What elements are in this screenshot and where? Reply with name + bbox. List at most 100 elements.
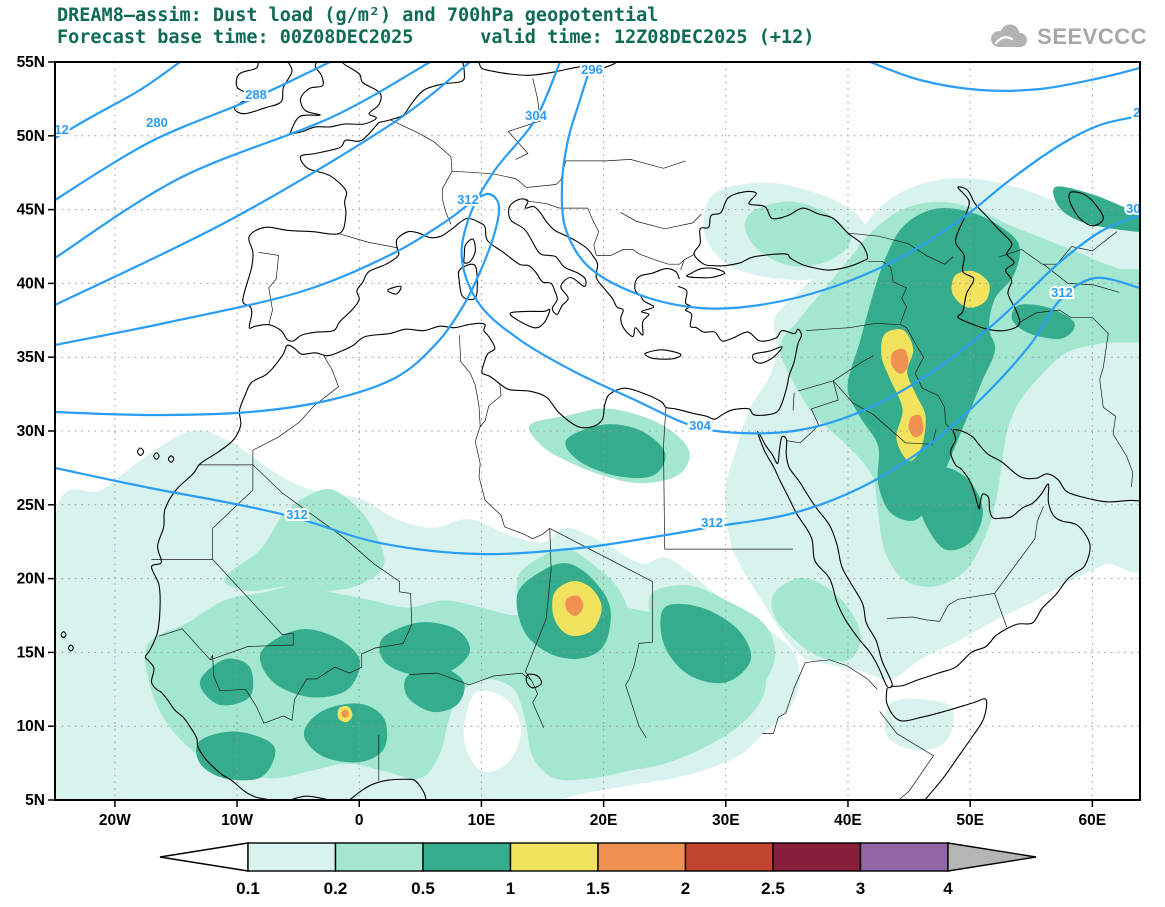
country-border bbox=[887, 593, 1008, 628]
dust-clear-area bbox=[463, 690, 522, 773]
dust-level-1-5 bbox=[341, 348, 924, 718]
geopotential-contour-label: 296 bbox=[1133, 105, 1155, 120]
country-border bbox=[797, 355, 874, 392]
colorbar-cell bbox=[684, 842, 774, 872]
country-border bbox=[158, 628, 211, 661]
dust-level-0-1-region bbox=[884, 698, 954, 751]
geopotential-contour-label: 312 bbox=[457, 192, 479, 207]
country-border bbox=[625, 581, 653, 686]
dust-level-0-5-region bbox=[260, 629, 361, 698]
coastline-closed bbox=[153, 452, 160, 460]
coastline-closed bbox=[693, 190, 869, 271]
coastline-closed bbox=[457, 263, 478, 301]
coastline bbox=[234, 62, 293, 115]
colorbar-cell bbox=[422, 842, 512, 872]
lon-axis-label: 60E bbox=[1079, 812, 1107, 829]
geopotential-contour-label: 304 bbox=[525, 108, 547, 123]
geopotential-contour-label: 312 bbox=[286, 507, 308, 522]
dust-level-1-5-region bbox=[890, 348, 909, 374]
lat-axis-label: 40N bbox=[17, 275, 45, 292]
geography bbox=[60, 62, 1140, 800]
lat-axis-label: 50N bbox=[17, 128, 45, 145]
country-border bbox=[680, 259, 685, 271]
dust-level-0-5-region bbox=[565, 424, 666, 479]
chart-title-line2: Forecast base time: 00Z08DEC2025 valid t… bbox=[57, 27, 815, 48]
lat-axis-label: 45N bbox=[17, 202, 45, 219]
lat-axis-label: 20N bbox=[17, 571, 45, 588]
geopotential-contour-line bbox=[560, 62, 1140, 310]
country-border bbox=[663, 407, 667, 550]
country-border bbox=[210, 559, 294, 661]
colorbar-arrow-left bbox=[159, 842, 249, 872]
coastline-closed bbox=[167, 455, 175, 463]
geopotential-contour-line bbox=[55, 62, 432, 260]
dust-level-0-5 bbox=[196, 186, 1140, 781]
coastline bbox=[378, 62, 466, 124]
colorbar-cell bbox=[772, 842, 862, 872]
dust-level-0-5-region bbox=[404, 666, 465, 713]
chart-title-line1: DREAM8—assim: Dust load (g/m²) and 700hP… bbox=[57, 5, 659, 26]
colorbar-label: 1.5 bbox=[586, 879, 610, 898]
colorbar-arrow-right bbox=[947, 842, 1037, 872]
country-border bbox=[409, 672, 545, 728]
geopotential-contour-line bbox=[55, 276, 1140, 556]
coastline-closed bbox=[525, 673, 543, 689]
lat-axis-label: 55N bbox=[17, 54, 45, 71]
coastline bbox=[242, 122, 680, 342]
country-border bbox=[198, 355, 339, 466]
coastline-closed bbox=[1068, 191, 1104, 227]
dust-level-1-region bbox=[951, 270, 990, 308]
coastline bbox=[952, 428, 1140, 503]
country-border bbox=[504, 526, 653, 582]
dust-level-0-2-region bbox=[771, 577, 861, 662]
country-border bbox=[258, 252, 279, 325]
geopotential-contour-label: 304 bbox=[1126, 201, 1148, 216]
colorbar-cell bbox=[247, 842, 337, 872]
country-border bbox=[762, 662, 806, 734]
country-border bbox=[596, 249, 696, 265]
dust-level-0-5-region bbox=[1053, 186, 1140, 232]
country-border bbox=[525, 200, 600, 256]
country-border bbox=[805, 659, 878, 690]
coastline-closed bbox=[136, 447, 145, 456]
country-border bbox=[994, 506, 1044, 594]
coastline-closed bbox=[751, 346, 783, 364]
lon-axis-label: 30E bbox=[712, 812, 740, 829]
geopotential-contour-line bbox=[55, 62, 472, 307]
colorbar-label: 0.2 bbox=[324, 879, 348, 898]
country-border bbox=[459, 335, 505, 528]
geopotential-contour-line bbox=[55, 62, 332, 202]
colorbar-label: 0.1 bbox=[236, 879, 260, 898]
country-border bbox=[806, 322, 907, 331]
country-border bbox=[252, 464, 400, 592]
coastline-closed bbox=[644, 349, 682, 360]
country-border bbox=[906, 327, 954, 432]
coastline bbox=[144, 285, 803, 800]
country-border bbox=[479, 383, 502, 427]
dust-level-0-5-region bbox=[660, 603, 752, 684]
colorbar-label: 1 bbox=[506, 879, 515, 898]
geopotential-contour-label: 280 bbox=[146, 115, 168, 130]
coastline bbox=[890, 430, 1091, 687]
country-border bbox=[507, 78, 541, 160]
lon-axis-label: 40E bbox=[834, 812, 862, 829]
lat-axis-label: 30N bbox=[17, 423, 45, 440]
colorbar-label: 2 bbox=[681, 879, 690, 898]
dust-level-1-5-region bbox=[341, 709, 349, 718]
geopotential-contour-label: 312 bbox=[701, 515, 723, 530]
country-border bbox=[625, 684, 647, 739]
geopotential-contour-line bbox=[460, 62, 1140, 435]
coastline bbox=[349, 778, 427, 800]
geopotential-contours bbox=[55, 62, 1140, 556]
colorbar: 0.1 0.2 0.5 1 1.5 2 2.5 3 4 bbox=[159, 842, 1037, 898]
coastline-closed bbox=[509, 308, 551, 329]
dust-level-0-5-region bbox=[1011, 304, 1075, 339]
lon-axis-label: 10W bbox=[221, 812, 253, 829]
colorbar-label: 3 bbox=[856, 879, 865, 898]
lon-axis-label: 20W bbox=[99, 812, 131, 829]
geopotential-contour-line bbox=[868, 62, 1140, 92]
dust-clear-area-region bbox=[463, 690, 522, 773]
lat-axis-label: 5N bbox=[25, 792, 45, 809]
chart-titles: DREAM8—assim: Dust load (g/m²) and 700hP… bbox=[57, 5, 814, 49]
